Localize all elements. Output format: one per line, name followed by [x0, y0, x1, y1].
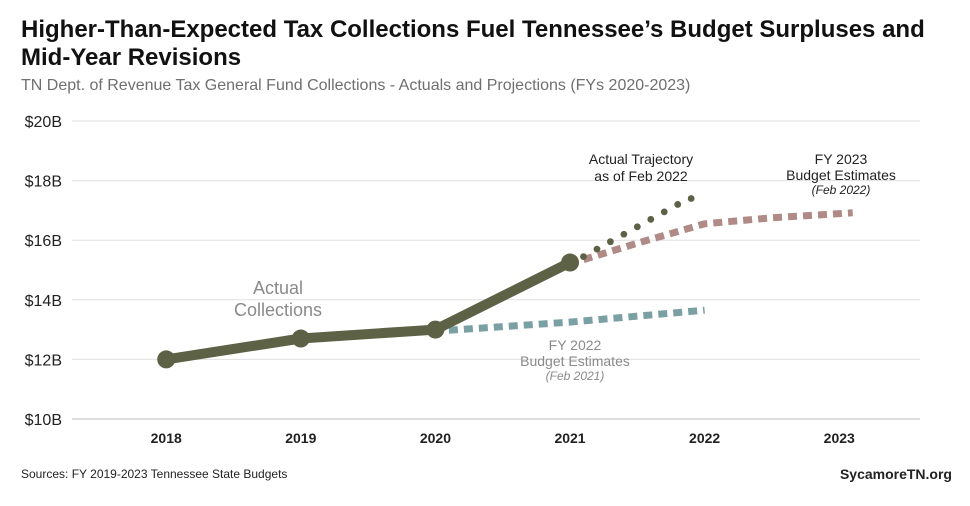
y-tick-label: $20B — [25, 114, 62, 131]
series-note-fy2022: (Feb 2021) — [546, 369, 605, 383]
series-label-fy2023: Budget Estimates — [786, 167, 896, 183]
series-label-actual: Actual — [253, 278, 303, 298]
series-line-actual — [161, 257, 575, 365]
trajectory-point — [633, 223, 641, 231]
series-line-fy2023 — [582, 209, 853, 263]
x-tick-label: 2022 — [689, 430, 720, 446]
y-tick-label: $12B — [25, 352, 62, 369]
trajectory-point — [620, 230, 628, 238]
y-tick-label: $16B — [25, 233, 62, 250]
x-tick-label: 2023 — [824, 430, 855, 446]
series-label-fy2022: Budget Estimates — [520, 353, 630, 369]
trajectory-point — [674, 201, 682, 208]
chart-subtitle: TN Dept. of Revenue Tax General Fund Col… — [21, 77, 691, 94]
series-label-fy2023: FY 2023 — [815, 151, 868, 167]
trajectory-point — [687, 195, 695, 202]
trajectory-point — [593, 245, 601, 253]
x-tick-label: 2020 — [420, 430, 451, 446]
y-tick-label: $10B — [25, 412, 62, 429]
actual-point — [426, 320, 445, 339]
series-note-fy2023: (Feb 2022) — [812, 183, 871, 197]
y-tick-label: $18B — [25, 174, 62, 191]
series-line-fy2022 — [448, 306, 705, 334]
series-label-trajectory: Actual Trajectory — [589, 151, 693, 167]
actual-point — [291, 329, 310, 348]
trajectory-point — [580, 253, 587, 260]
brand-label: SycamoreTN.org — [839, 466, 952, 482]
trajectory-point — [607, 238, 614, 246]
series-label-fy2022: FY 2022 — [549, 337, 602, 353]
actual-point — [157, 350, 176, 369]
actual-point — [561, 253, 580, 272]
x-tick-label: 2019 — [285, 430, 316, 446]
source-note: Sources: FY 2019-2023 Tennessee State Bu… — [21, 467, 288, 481]
series-label-trajectory: as of Feb 2022 — [594, 168, 688, 184]
x-tick-label: 2021 — [554, 430, 585, 446]
x-tick-label: 2018 — [151, 430, 182, 446]
trajectory-point — [660, 208, 668, 216]
trajectory-point — [647, 215, 655, 223]
chart-title: Higher-Than-Expected Tax Collections Fue… — [21, 16, 925, 71]
series-label-actual: Collections — [234, 300, 322, 320]
y-tick-label: $14B — [25, 293, 62, 310]
